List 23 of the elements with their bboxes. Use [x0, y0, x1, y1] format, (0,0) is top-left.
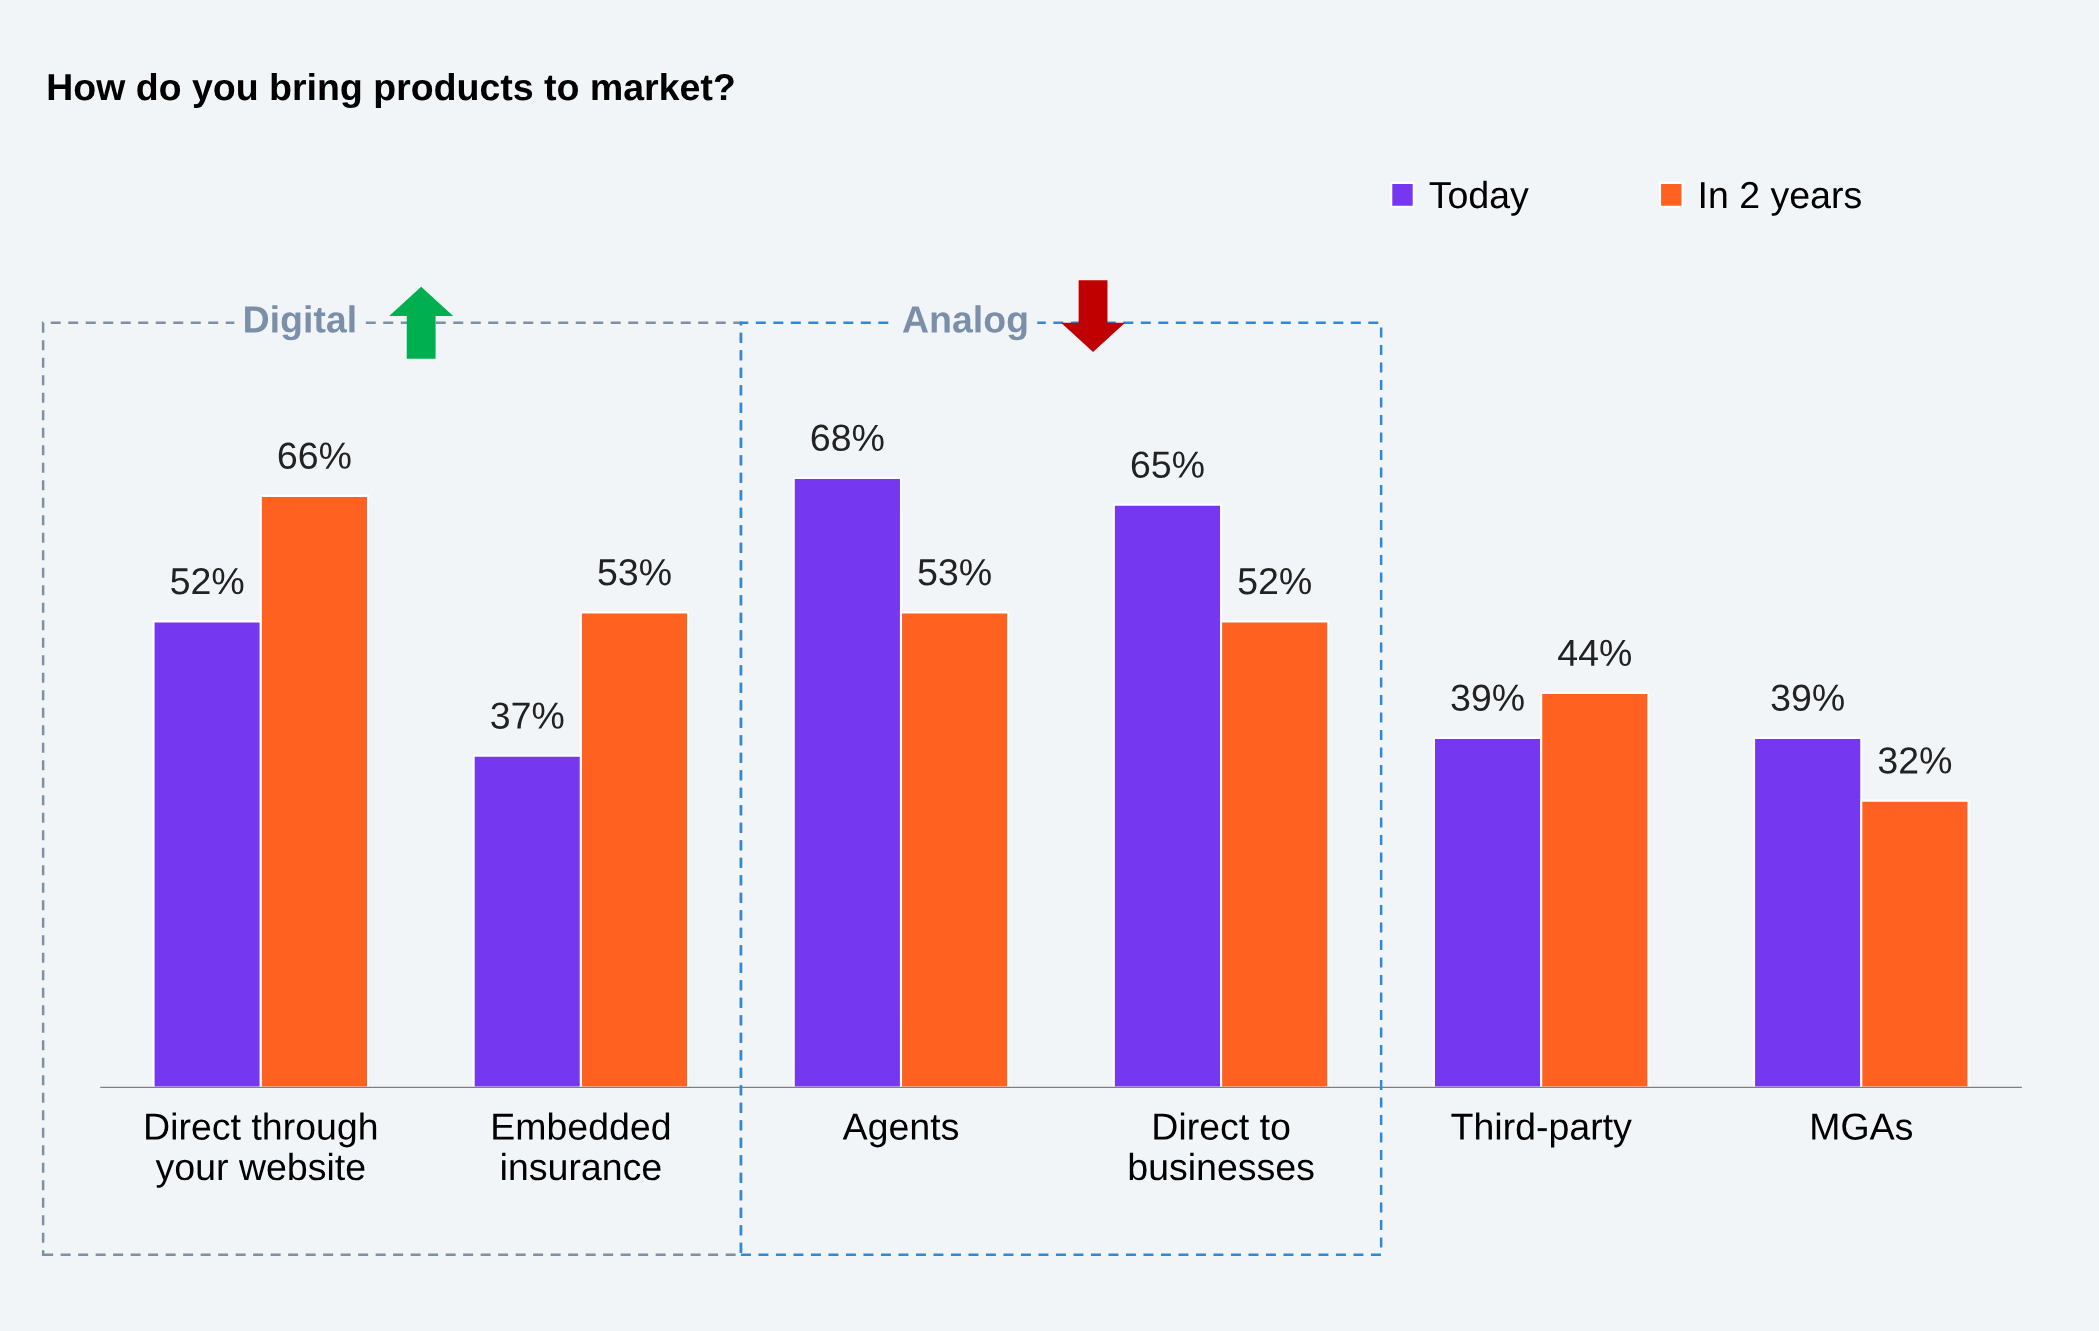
x-tick-label: Third-party — [1451, 1112, 1632, 1148]
data-label: 65% — [1131, 451, 1204, 478]
data-label: 37% — [491, 702, 564, 729]
data-label: 68% — [811, 424, 884, 452]
x-tick-label: Embedded insurance — [493, 1112, 670, 1181]
data-label: 39% — [1771, 684, 1844, 712]
data-label: 53% — [598, 558, 671, 586]
x-tick-label: Agents — [842, 1113, 959, 1148]
data-label: 39% — [1451, 684, 1524, 712]
text: Analog — [902, 305, 1027, 341]
legend-label: Today — [1429, 180, 1529, 216]
data-label: 53% — [918, 558, 991, 586]
x-tick-label: Direct through your website — [146, 1112, 377, 1188]
data-label: 44% — [1558, 639, 1631, 667]
chart-title: How do you bring products to market? — [48, 72, 734, 109]
legend-label: In 2 years — [1701, 181, 1861, 216]
x-tick-label: MGAs — [1812, 1113, 1913, 1140]
data-label: 66% — [278, 442, 351, 470]
data-label: 52% — [1238, 567, 1311, 595]
text: Digital — [245, 305, 355, 341]
data-label: 32% — [1878, 747, 1952, 774]
data-label: 52% — [171, 567, 244, 595]
x-tick-label: Direct to businesses — [1129, 1112, 1314, 1181]
